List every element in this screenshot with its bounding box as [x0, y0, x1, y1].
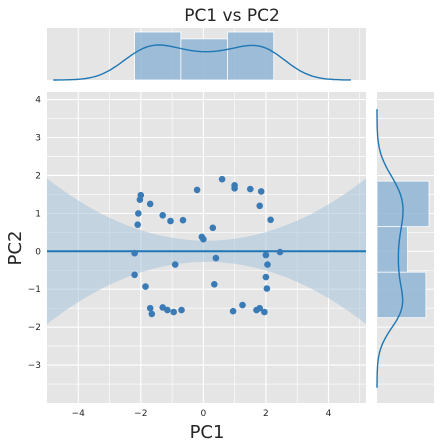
y-tick-label: −1: [28, 285, 41, 295]
y-hist-bar: [376, 226, 408, 273]
data-point: [231, 185, 238, 192]
data-point: [131, 249, 138, 257]
data-point: [209, 224, 217, 232]
y-tick-label: 1: [35, 209, 41, 219]
data-point: [146, 200, 154, 208]
data-point: [257, 188, 265, 195]
data-point: [164, 306, 171, 314]
data-point: [135, 210, 142, 217]
data-point: [262, 273, 270, 281]
data-point: [229, 307, 237, 315]
data-point: [167, 217, 174, 225]
data-point: [170, 308, 177, 316]
data-point: [212, 254, 220, 262]
y-tick-label: 0: [35, 247, 41, 257]
data-point: [148, 310, 156, 318]
data-point: [146, 304, 154, 312]
x-axis-label: PC1: [190, 422, 225, 443]
data-point: [131, 271, 138, 279]
chart-title: PC1 vs PC2: [184, 6, 280, 26]
data-point: [193, 186, 201, 194]
data-point: [256, 304, 264, 312]
data-point: [276, 248, 284, 256]
x-hist-bar: [180, 38, 228, 81]
data-point: [159, 212, 166, 219]
y-axis-label: PC2: [5, 231, 26, 266]
data-point: [211, 281, 218, 288]
x-tick-label: −2: [134, 409, 147, 419]
data-point: [142, 283, 149, 290]
data-point: [179, 216, 187, 224]
main-axes: −4 −2 0 2 4 −3 −2 −1 0 1 2 3 4: [28, 92, 366, 419]
x-tick-label: 0: [201, 409, 207, 419]
x-tick-label: 4: [326, 409, 332, 419]
right-marginal: [376, 92, 434, 403]
x-tick-label: 2: [263, 409, 269, 419]
data-point: [262, 251, 270, 259]
x-density-curve: [53, 44, 351, 81]
y-tick-label: −3: [28, 361, 41, 371]
data-point: [264, 261, 271, 268]
data-point: [247, 185, 254, 193]
data-point: [171, 261, 179, 268]
y-tick-label: 2: [35, 171, 41, 181]
y-tick-label: 3: [35, 134, 41, 144]
data-point: [218, 175, 226, 183]
data-point: [198, 233, 206, 241]
data-point: [261, 308, 268, 316]
data-point: [178, 306, 185, 314]
data-point: [256, 202, 264, 210]
data-point: [134, 221, 141, 228]
x-tick-label: −4: [72, 409, 86, 419]
y-density-curve: [376, 109, 404, 388]
x-hist-bar: [227, 31, 275, 81]
data-point: [263, 285, 271, 292]
y-tick-label: 4: [35, 96, 41, 106]
data-point: [239, 301, 246, 309]
top-marginal: [47, 28, 366, 81]
data-point: [136, 196, 144, 203]
y-tick-label: −2: [28, 323, 41, 333]
x-hist-bar: [134, 31, 182, 81]
data-point: [267, 216, 274, 224]
